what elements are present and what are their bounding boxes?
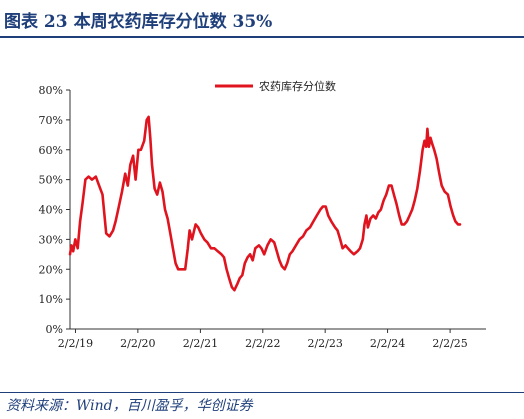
x-tick-label: 2/2/23: [307, 337, 342, 350]
y-tick-label: 30%: [39, 233, 63, 246]
header-rule: [0, 36, 524, 38]
footer-rule: [0, 392, 524, 393]
y-tick-label: 60%: [39, 144, 63, 157]
y-tick-label: 40%: [39, 204, 63, 217]
x-tick-label: 2/2/25: [432, 337, 467, 350]
figure-title: 本周农药库存分位数 35%: [73, 11, 273, 32]
x-tick-label: 2/2/20: [120, 337, 155, 350]
x-tick-label: 2/2/24: [370, 337, 405, 350]
y-tick-label: 10%: [39, 293, 63, 306]
y-tick-label: 70%: [39, 114, 63, 127]
line-chart: 0% 10% 20% 30% 40% 50% 60% 70% 80% 2/2/19 2/2/20 2/…: [39, 79, 486, 350]
series-line: [68, 115, 462, 292]
y-tick-label: 80%: [39, 84, 63, 97]
figure-header: 图表 23 本周农药库存分位数 35%: [4, 4, 520, 34]
figure-label: 图表 23: [4, 11, 68, 32]
x-tick-label: 2/2/22: [245, 337, 280, 350]
x-tick-label: 2/2/21: [183, 337, 218, 350]
y-tick-label: 50%: [39, 174, 63, 187]
legend-label: 农药库存分位数: [259, 79, 336, 93]
x-tick-label: 2/2/19: [58, 337, 93, 350]
source-note: 资料来源：Wind，百川盈孚，华创证券: [6, 398, 253, 414]
y-tick-label: 0%: [46, 323, 63, 336]
y-tick-label: 20%: [39, 263, 63, 276]
